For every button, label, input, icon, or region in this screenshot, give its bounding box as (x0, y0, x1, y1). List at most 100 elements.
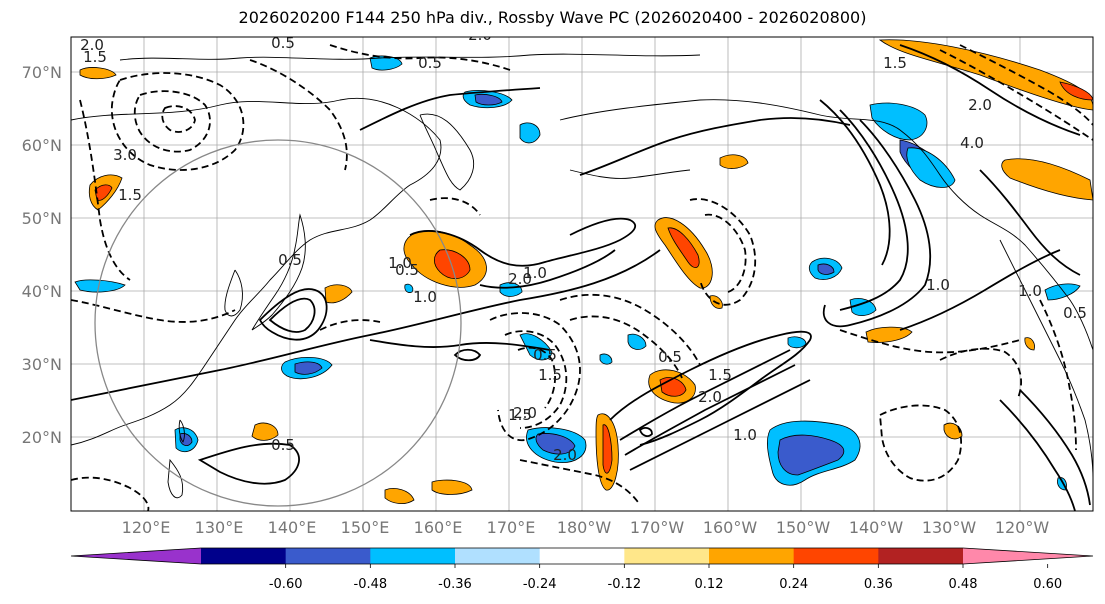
contour-line (489, 312, 581, 442)
lon-tick-label: 120°W (995, 518, 1050, 537)
lon-tick-label: 140°E (268, 518, 317, 537)
positive-area-core (1059, 81, 1093, 101)
contour-line (249, 59, 348, 171)
solid-contours (71, 44, 1091, 511)
contour-label: 0.5 (1063, 304, 1087, 322)
coastline-kamchatka (419, 113, 474, 191)
contour-line (899, 44, 1081, 136)
negative-area (849, 298, 877, 316)
positive-area (431, 479, 473, 495)
lon-tick-label: 130°E (195, 518, 244, 537)
contour-label: 0.5 (271, 34, 295, 52)
contour-label: 2.0 (80, 36, 104, 54)
contour-line (319, 319, 381, 331)
contour-line (161, 105, 196, 133)
positive-area-core (433, 249, 471, 279)
contour-line (899, 249, 1061, 331)
contour-line (979, 169, 1081, 276)
lon-tick-label: 180°W (557, 518, 612, 537)
colorbar-extend-high (963, 548, 1093, 564)
contour-line (822, 119, 932, 328)
lat-tick-label: 70°N (22, 63, 62, 82)
contour-line (624, 364, 796, 456)
contour-label: 1.5 (883, 54, 907, 72)
contour-line (839, 329, 1021, 354)
contour-line (329, 44, 511, 71)
contour-line (133, 90, 211, 153)
contour-label: 0.5 (418, 54, 442, 72)
contour-label: 1.0 (1018, 282, 1042, 300)
contour-label: 1.0 (733, 426, 757, 444)
colorbar-tick-label: -0.48 (354, 577, 388, 592)
contour-label: 1.0 (388, 254, 412, 272)
contour-labels: 2.01.50.5 2.03.01.50.51.00.50.52.01.00.52… (80, 34, 1087, 464)
colorbar-swatch (793, 548, 879, 564)
latitude-labels: 70°N 60°N 50°N 40°N 30°N 20°N (22, 63, 62, 447)
contour-line (258, 288, 328, 341)
negative-area-core (535, 433, 576, 455)
negative-area-core (294, 361, 323, 375)
positive-area (324, 284, 353, 304)
negative-area (906, 147, 956, 188)
positive-area (79, 67, 117, 80)
lon-tick-label: 170°E (487, 518, 536, 537)
reference-circle (94, 139, 462, 507)
lat-tick-label: 30°N (22, 355, 62, 374)
contour-label: 1.5 (508, 406, 532, 424)
lat-tick-label: 20°N (22, 428, 62, 447)
positive-area (719, 154, 749, 169)
contour-label: 1.5 (118, 186, 142, 204)
longitude-labels: 120°E 130°E 140°E 150°E 160°E 170°E 180°W 170°W… (122, 518, 1050, 537)
contour-line (959, 44, 1093, 126)
colorbar-outline (70, 547, 1094, 565)
negative-area-core (474, 94, 503, 106)
colorbar-tick-label: 0.60 (1033, 577, 1062, 592)
positive-area-core (94, 184, 113, 201)
contour-label: 2.0 (513, 404, 537, 422)
lon-tick-label: 160°W (703, 518, 758, 537)
negative-area (627, 333, 647, 350)
contour-label: 1.5 (538, 366, 562, 384)
colorbar-tick-label: 0.24 (779, 577, 808, 592)
negative-area-core (817, 263, 835, 275)
colorbar-tick-label: -0.36 (438, 577, 472, 592)
lon-tick-label: 130°W (922, 518, 977, 537)
map-title: 2026020200 F144 250 hPa div., Rossby Wav… (238, 8, 867, 27)
lon-tick-label: 140°W (849, 518, 904, 537)
coastline-aleutians (569, 169, 691, 179)
negative-area (599, 353, 613, 365)
contour-line (638, 427, 653, 437)
contour-label: 0.5 (658, 348, 682, 366)
negative-area-core (777, 434, 845, 476)
contour-line (1019, 389, 1091, 506)
lat-tick-label: 50°N (22, 209, 62, 228)
lon-tick-label: 150°E (341, 518, 390, 537)
contour-line (629, 379, 811, 471)
contour-label: 3.0 (113, 146, 137, 164)
positive-area (1001, 158, 1093, 201)
negative-area (499, 282, 523, 297)
positive-area-core (602, 424, 613, 474)
contour-line (939, 49, 1093, 141)
contour-label: 2.0 (553, 446, 577, 464)
contour-line (359, 87, 541, 131)
contour-line (579, 117, 851, 176)
colorbar-swatch (709, 548, 795, 564)
contour-label: 1.0 (413, 288, 437, 306)
colorbar-swatch (370, 548, 456, 564)
colorbar-tick-label: 0.36 (864, 577, 893, 592)
contour-line (197, 442, 300, 485)
colorbar-extend-low (71, 548, 201, 564)
negative-area (519, 122, 541, 144)
contour-line (689, 198, 757, 306)
contour-label: 1.5 (83, 48, 107, 66)
contour-label: 2.0 (968, 96, 992, 114)
contour-line (517, 346, 556, 409)
contour-line (879, 404, 962, 482)
contour-line (819, 99, 891, 266)
coastlines (71, 53, 1093, 499)
contour-label: 1.5 (708, 366, 732, 384)
contour-line (409, 217, 637, 267)
colorbar-swatch (539, 548, 625, 564)
